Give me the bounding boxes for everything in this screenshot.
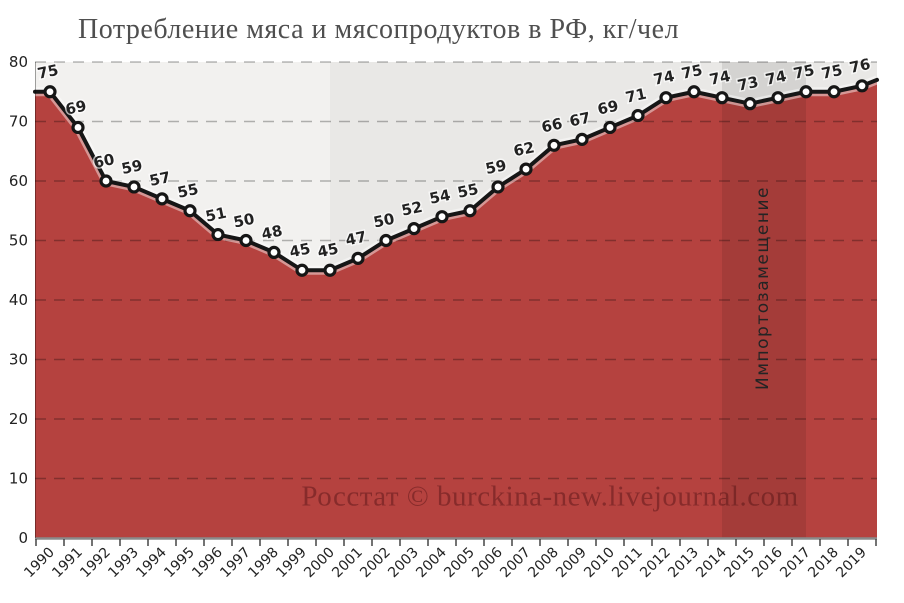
data-point-marker [827, 85, 841, 99]
data-point-marker [771, 91, 785, 105]
data-point-marker [379, 233, 393, 248]
y-tick-label: 80 [9, 53, 28, 71]
data-point-marker [267, 245, 281, 259]
data-point-marker [743, 97, 757, 111]
x-tick-label: 2003 [385, 545, 422, 582]
x-tick-label: 1992 [77, 545, 114, 582]
x-tick-label: 2019 [833, 545, 870, 582]
x-tick-label: 1990 [21, 545, 58, 582]
x-tick-label: 1991 [49, 545, 86, 582]
x-tick-label: 2002 [357, 545, 394, 582]
y-tick-label: 60 [9, 172, 28, 190]
x-tick-label: 2014 [693, 544, 730, 581]
x-tick-label: 1999 [273, 545, 310, 582]
y-tick-label: 0 [18, 529, 28, 547]
x-tick-label: 2009 [553, 545, 590, 582]
x-tick-label: 1994 [133, 544, 170, 581]
data-point-marker [715, 91, 729, 105]
x-tick-label: 2016 [749, 544, 786, 581]
data-point-marker [855, 79, 869, 93]
y-tick-label: 70 [9, 113, 28, 131]
x-tick-label: 2013 [665, 545, 702, 582]
data-point-marker [239, 233, 253, 248]
y-tick-label: 10 [9, 470, 28, 488]
x-tick-label: 1998 [245, 545, 282, 582]
data-point-marker [323, 263, 337, 277]
data-point-marker [71, 120, 85, 135]
data-point-label: 52 [400, 198, 424, 220]
data-point-marker [43, 85, 57, 99]
x-tick-label: 2010 [581, 545, 618, 582]
x-tick-label: 2004 [413, 544, 450, 581]
data-point-marker [631, 108, 645, 123]
y-tick-label: 20 [9, 410, 28, 428]
data-point-marker [407, 222, 421, 236]
area-fill [35, 79, 877, 538]
x-tick-label: 2015 [721, 545, 758, 582]
x-tick-label: 1996 [189, 544, 226, 581]
import-substitution-label: Импортозамещение [753, 186, 773, 390]
y-tick-label: 40 [9, 291, 28, 309]
x-tick-label: 2005 [441, 545, 478, 582]
x-tick-label: 2017 [777, 545, 814, 582]
data-point-marker [491, 180, 505, 194]
y-tick-label: 50 [9, 232, 28, 250]
data-point-marker [127, 180, 141, 194]
data-point-marker [575, 132, 589, 146]
data-point-marker [799, 85, 813, 99]
y-tick-label: 30 [9, 351, 28, 369]
x-tick-label: 2007 [497, 545, 534, 582]
data-point-marker [211, 227, 225, 242]
data-point-marker [435, 210, 449, 224]
x-tick-label: 2012 [637, 545, 674, 582]
data-point-marker [519, 162, 533, 176]
data-point-marker [463, 204, 477, 218]
data-point-marker [295, 263, 309, 277]
x-tick-label: 2011 [609, 545, 646, 582]
x-tick-label: 1993 [105, 545, 142, 582]
data-point-marker [659, 91, 673, 105]
x-tick-label: 2018 [805, 545, 842, 582]
x-tick-label: 2000 [301, 545, 338, 582]
data-point-marker [351, 251, 365, 265]
x-tick-label: 1997 [217, 545, 254, 582]
x-tick-label: 2008 [525, 545, 562, 582]
data-point-marker [603, 120, 617, 135]
x-tick-label: 1995 [161, 545, 198, 582]
data-point-marker [547, 138, 561, 152]
x-tick-label: 2006 [469, 544, 506, 581]
data-point-marker [687, 85, 701, 99]
x-tick-label: 2001 [329, 545, 366, 582]
watermark-text: Росстат © burckina-new.livejournal.com [301, 480, 799, 513]
data-point-marker [155, 192, 169, 206]
data-point-marker [99, 174, 113, 188]
chart-title: Потребление мяса и мясопродуктов в РФ, к… [78, 14, 680, 45]
highlight-band [722, 62, 806, 538]
data-point-marker [183, 204, 197, 218]
